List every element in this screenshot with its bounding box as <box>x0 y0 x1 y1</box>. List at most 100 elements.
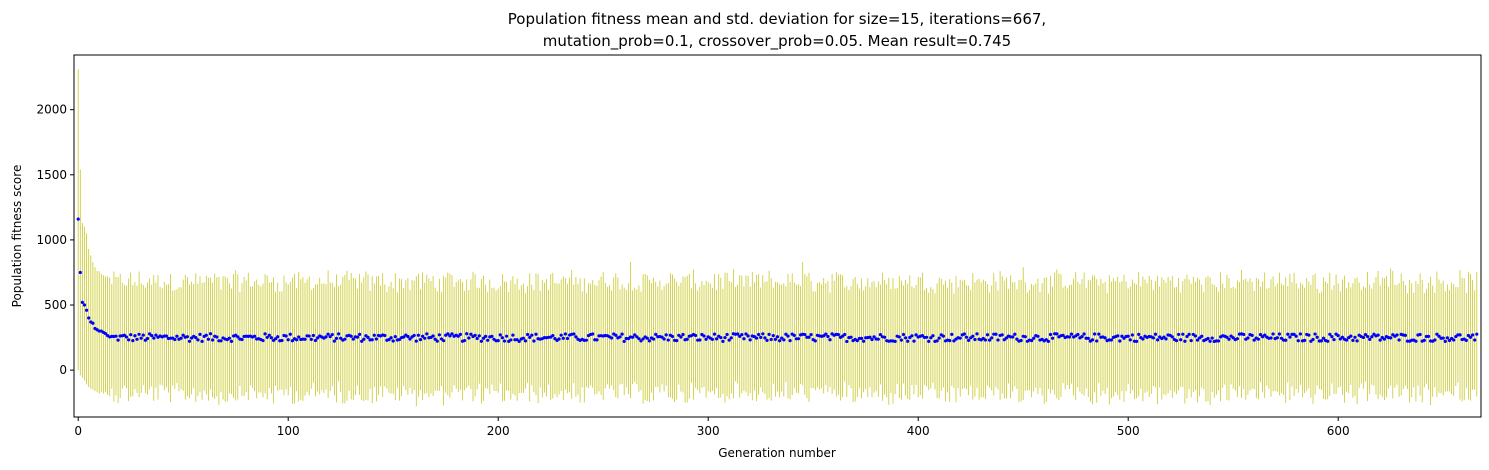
mean-point <box>229 339 234 344</box>
mean-point <box>765 338 769 343</box>
x-axis-label: Generation number <box>718 446 836 460</box>
mean-point <box>761 332 765 336</box>
mean-point <box>1328 332 1332 336</box>
y-tick-label: 1000 <box>36 233 67 247</box>
mean-point <box>849 335 853 339</box>
mean-point <box>704 337 708 341</box>
mean-point <box>179 336 183 340</box>
mean-point <box>1153 332 1158 336</box>
axes-frame <box>73 54 1482 418</box>
mean-point <box>187 339 192 343</box>
mean-point <box>878 332 883 337</box>
mean-point <box>675 339 679 343</box>
mean-point <box>807 335 811 339</box>
mean-point <box>1055 332 1059 336</box>
mean-point <box>1355 339 1359 343</box>
mean-point <box>620 332 624 336</box>
mean-point <box>660 335 664 339</box>
mean-point <box>473 333 477 337</box>
mean-point <box>332 339 336 343</box>
mean-point <box>1345 338 1349 342</box>
mean-point <box>1090 338 1095 342</box>
mean-point <box>208 332 213 336</box>
mean-point <box>416 333 420 337</box>
mean-point <box>1468 335 1473 339</box>
mean-point <box>973 337 977 342</box>
mean-point <box>408 337 412 341</box>
mean-point <box>868 335 872 339</box>
mean-point <box>1435 332 1439 336</box>
mean-point <box>1030 338 1034 343</box>
mean-point <box>465 332 469 336</box>
mean-point <box>324 335 328 339</box>
mean-point <box>1004 336 1009 340</box>
mean-point <box>164 334 168 338</box>
mean-point <box>746 334 750 338</box>
mean-point <box>948 339 952 343</box>
mean-point <box>1231 336 1235 340</box>
mean-point <box>458 332 462 336</box>
mean-point <box>721 339 725 344</box>
mean-point <box>694 333 698 338</box>
mean-point <box>374 337 378 341</box>
mean-point <box>1363 332 1368 337</box>
mean-point <box>551 333 555 338</box>
y-tick-label: 0 <box>59 363 67 377</box>
mean-point <box>1452 338 1456 342</box>
mean-point <box>116 338 120 342</box>
mean-point <box>150 333 154 338</box>
mean-point <box>152 336 156 340</box>
mean-point <box>154 333 158 337</box>
mean-point <box>131 339 135 343</box>
mean-point <box>845 339 849 344</box>
mean-point <box>274 337 278 341</box>
mean-point <box>219 339 223 343</box>
mean-point <box>1076 332 1080 337</box>
mean-point <box>662 337 666 341</box>
mean-point <box>769 337 773 342</box>
mean-point <box>748 338 752 342</box>
mean-point <box>1177 332 1181 337</box>
mean-point <box>1296 339 1300 343</box>
mean-point <box>1183 339 1187 343</box>
mean-point <box>929 336 933 340</box>
mean-point <box>1473 338 1477 342</box>
mean-point <box>326 332 330 336</box>
mean-point <box>645 336 649 340</box>
mean-point <box>767 332 771 336</box>
mean-point <box>141 333 145 337</box>
mean-point <box>950 332 954 336</box>
mean-point <box>383 333 387 338</box>
mean-point <box>1162 335 1166 339</box>
mean-point <box>1061 333 1065 337</box>
mean-point <box>78 270 82 275</box>
mean-point <box>1458 333 1462 337</box>
mean-point <box>196 338 200 342</box>
mean-point <box>479 339 483 343</box>
mean-point <box>236 335 240 339</box>
mean-point <box>139 336 143 340</box>
mean-point <box>698 338 702 342</box>
mean-point <box>1097 332 1101 336</box>
mean-point <box>450 332 454 336</box>
mean-point <box>1032 336 1036 340</box>
mean-point <box>962 332 967 336</box>
mean-point <box>561 336 565 340</box>
mean-point <box>1181 332 1185 336</box>
mean-point <box>792 333 796 337</box>
mean-point <box>1366 334 1370 339</box>
mean-point <box>925 335 929 339</box>
mean-point <box>1067 335 1071 339</box>
mean-point <box>1443 339 1447 343</box>
mean-point <box>1036 334 1040 338</box>
mean-point <box>855 339 859 343</box>
mean-point <box>307 334 311 338</box>
mean-point <box>211 338 215 342</box>
x-tick-label: 200 <box>487 424 510 438</box>
mean-point <box>295 338 299 342</box>
mean-point <box>1340 335 1344 339</box>
mean-point <box>622 339 626 344</box>
mean-point <box>1378 338 1382 342</box>
mean-point <box>456 334 460 338</box>
